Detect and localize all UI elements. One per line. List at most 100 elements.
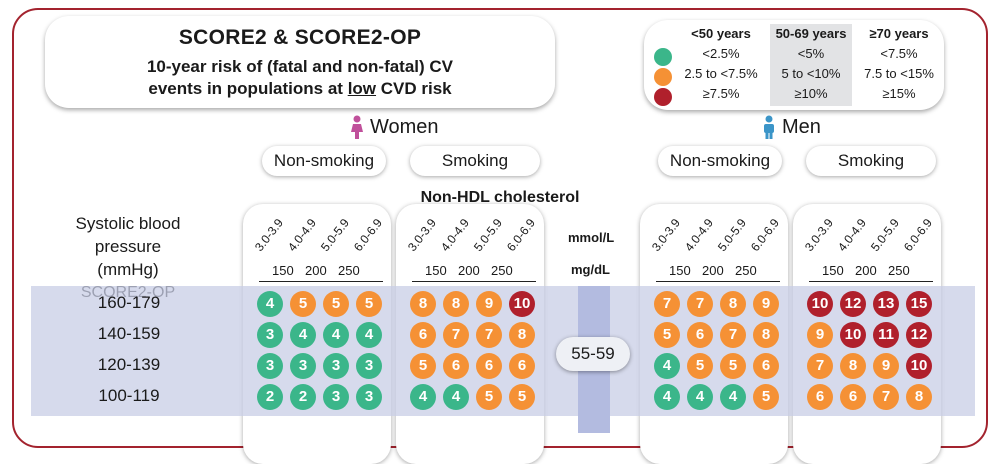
risk-cell: 3 xyxy=(290,353,316,379)
risk-cell: 7 xyxy=(873,384,899,410)
mgdl-axis-line xyxy=(809,281,933,282)
chol-mgdl-label: 150 xyxy=(272,263,294,278)
risk-legend: <50 years <2.5% 2.5 to <7.5% ≥7.5% 50-69… xyxy=(644,20,944,110)
bp-row-label: 120-139 xyxy=(97,355,161,374)
risk-cell: 5 xyxy=(687,353,713,379)
risk-cell: 5 xyxy=(476,384,502,410)
risk-cell: 4 xyxy=(443,384,469,410)
risk-cell: 4 xyxy=(687,384,713,410)
bp-row-label: 100-119 xyxy=(98,386,160,405)
risk-cell: 4 xyxy=(654,384,680,410)
risk-cell: 4 xyxy=(720,384,746,410)
unit-mmol: mmol/L xyxy=(568,230,615,245)
risk-cell: 7 xyxy=(476,322,502,348)
risk-cell: 6 xyxy=(753,353,779,379)
chol-mgdl-label: 250 xyxy=(338,263,360,278)
risk-cell: 8 xyxy=(509,322,535,348)
men-smoking-label: Smoking xyxy=(806,146,936,176)
risk-cell: 9 xyxy=(753,291,779,317)
risk-cell: 8 xyxy=(753,322,779,348)
risk-cell: 8 xyxy=(443,291,469,317)
mgdl-axis-line xyxy=(412,281,536,282)
risk-cell: 8 xyxy=(906,384,932,410)
risk-cell: 3 xyxy=(257,353,283,379)
women-nonsmoking-label: Non-smoking xyxy=(262,146,386,176)
risk-cell: 6 xyxy=(410,322,436,348)
title-box: SCORE2 & SCORE2-OP 10-year risk of (fata… xyxy=(45,16,555,108)
risk-cell: 10 xyxy=(807,291,833,317)
risk-cell: 5 xyxy=(720,353,746,379)
risk-cell: 2 xyxy=(257,384,283,410)
risk-cell: 7 xyxy=(687,291,713,317)
bp-row-label: 140-159 xyxy=(97,324,161,343)
risk-cell: 5 xyxy=(654,322,680,348)
risk-cell: 9 xyxy=(476,291,502,317)
risk-cell: 9 xyxy=(807,322,833,348)
subtitle-line-1: 10-year risk of (fatal and non-fatal) CV xyxy=(146,57,454,76)
unit-mgdl: mg/dL xyxy=(571,262,610,277)
nonhdl-label: Non-HDL cholesterol xyxy=(420,189,580,206)
men-header: Men xyxy=(762,115,821,139)
men-label: Men xyxy=(782,115,821,138)
man-icon xyxy=(764,115,774,139)
risk-cell: 12 xyxy=(906,322,932,348)
risk-cell: 2 xyxy=(290,384,316,410)
risk-cell: 6 xyxy=(807,384,833,410)
risk-cell: 10 xyxy=(906,353,932,379)
mgdl-axis-line xyxy=(259,281,383,282)
page-title: SCORE2 & SCORE2-OP xyxy=(178,26,422,49)
risk-cell: 3 xyxy=(323,384,349,410)
risk-cell: 4 xyxy=(257,291,283,317)
chol-mgdl-label: 150 xyxy=(425,263,447,278)
risk-cell: 6 xyxy=(840,384,866,410)
chol-mgdl-label: 200 xyxy=(305,263,327,278)
risk-cell: 8 xyxy=(720,291,746,317)
subtitle-line-2: events in populations at low CVD risk xyxy=(148,79,452,98)
mgdl-axis-line xyxy=(656,281,780,282)
woman-icon xyxy=(351,115,363,139)
orange-dot-icon xyxy=(654,68,672,86)
risk-cell: 6 xyxy=(476,353,502,379)
green-dot-icon xyxy=(654,48,672,66)
red-dot-icon xyxy=(654,88,672,106)
women-smoking-label: Smoking xyxy=(410,146,540,176)
low-underlined: low xyxy=(347,79,377,98)
women-label: Women xyxy=(370,115,439,138)
risk-cell: 10 xyxy=(840,322,866,348)
chol-mgdl-label: 200 xyxy=(702,263,724,278)
legend-col-under50: <50 years <2.5% 2.5 to <7.5% ≥7.5% xyxy=(684,26,758,101)
risk-cell: 3 xyxy=(257,322,283,348)
risk-cell: 13 xyxy=(873,291,899,317)
risk-cell: 7 xyxy=(443,322,469,348)
chol-mgdl-label: 250 xyxy=(491,263,513,278)
risk-cell: 4 xyxy=(356,322,382,348)
risk-cell: 4 xyxy=(290,322,316,348)
risk-cell: 3 xyxy=(356,384,382,410)
subtitle: 10-year risk of (fatal and non-fatal) CV… xyxy=(45,56,555,100)
risk-cell: 8 xyxy=(840,353,866,379)
risk-cell: 6 xyxy=(509,353,535,379)
legend-col-50-69: 50-69 years <5% 5 to <10% ≥10% xyxy=(775,26,847,101)
risk-cell: 5 xyxy=(290,291,316,317)
risk-cell: 4 xyxy=(323,322,349,348)
chol-mgdl-label: 250 xyxy=(888,263,910,278)
risk-cell: 5 xyxy=(509,384,535,410)
risk-cell: 6 xyxy=(443,353,469,379)
risk-cell: 4 xyxy=(410,384,436,410)
chol-mgdl-label: 200 xyxy=(458,263,480,278)
risk-cell: 9 xyxy=(873,353,899,379)
risk-cell: 5 xyxy=(356,291,382,317)
chol-mgdl-label: 200 xyxy=(855,263,877,278)
risk-cell: 3 xyxy=(356,353,382,379)
risk-cell: 5 xyxy=(323,291,349,317)
risk-cell: 12 xyxy=(840,291,866,317)
risk-cell: 4 xyxy=(654,353,680,379)
risk-cell: 11 xyxy=(873,322,899,348)
chol-mgdl-label: 250 xyxy=(735,263,757,278)
chol-mgdl-label: 150 xyxy=(822,263,844,278)
legend-col-70plus: ≥70 years <7.5% 7.5 to <15% ≥15% xyxy=(864,26,934,101)
chol-mgdl-label: 150 xyxy=(669,263,691,278)
risk-cell: 5 xyxy=(410,353,436,379)
men-nonsmoking-label: Non-smoking xyxy=(658,146,782,176)
risk-cell: 8 xyxy=(410,291,436,317)
